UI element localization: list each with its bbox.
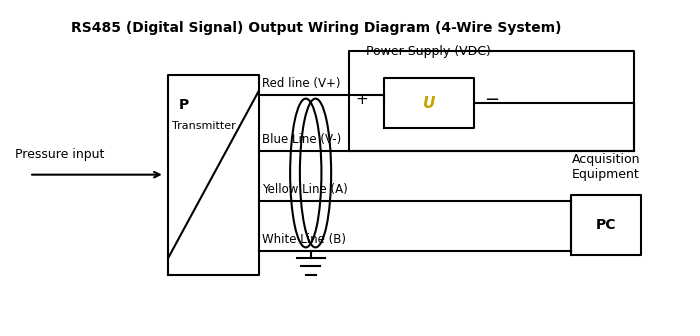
Text: Pressure input: Pressure input — [15, 148, 105, 161]
Text: Acquisition
Equipment: Acquisition Equipment — [572, 153, 640, 181]
Text: U: U — [423, 95, 435, 111]
Text: Transmitter: Transmitter — [172, 121, 235, 131]
Text: PC: PC — [596, 218, 616, 232]
Text: Red line (V+): Red line (V+) — [262, 77, 340, 90]
Text: P: P — [178, 98, 189, 112]
Text: +: + — [356, 92, 368, 107]
Text: Blue Line (V-): Blue Line (V-) — [262, 133, 342, 146]
Text: White Line (B): White Line (B) — [262, 233, 346, 246]
Text: Power Supply (VDC): Power Supply (VDC) — [366, 45, 491, 58]
Text: RS485 (Digital Signal) Output Wiring Diagram (4-Wire System): RS485 (Digital Signal) Output Wiring Dia… — [71, 22, 561, 35]
Text: −: − — [484, 91, 500, 109]
Text: Yellow Line (A): Yellow Line (A) — [262, 183, 348, 196]
